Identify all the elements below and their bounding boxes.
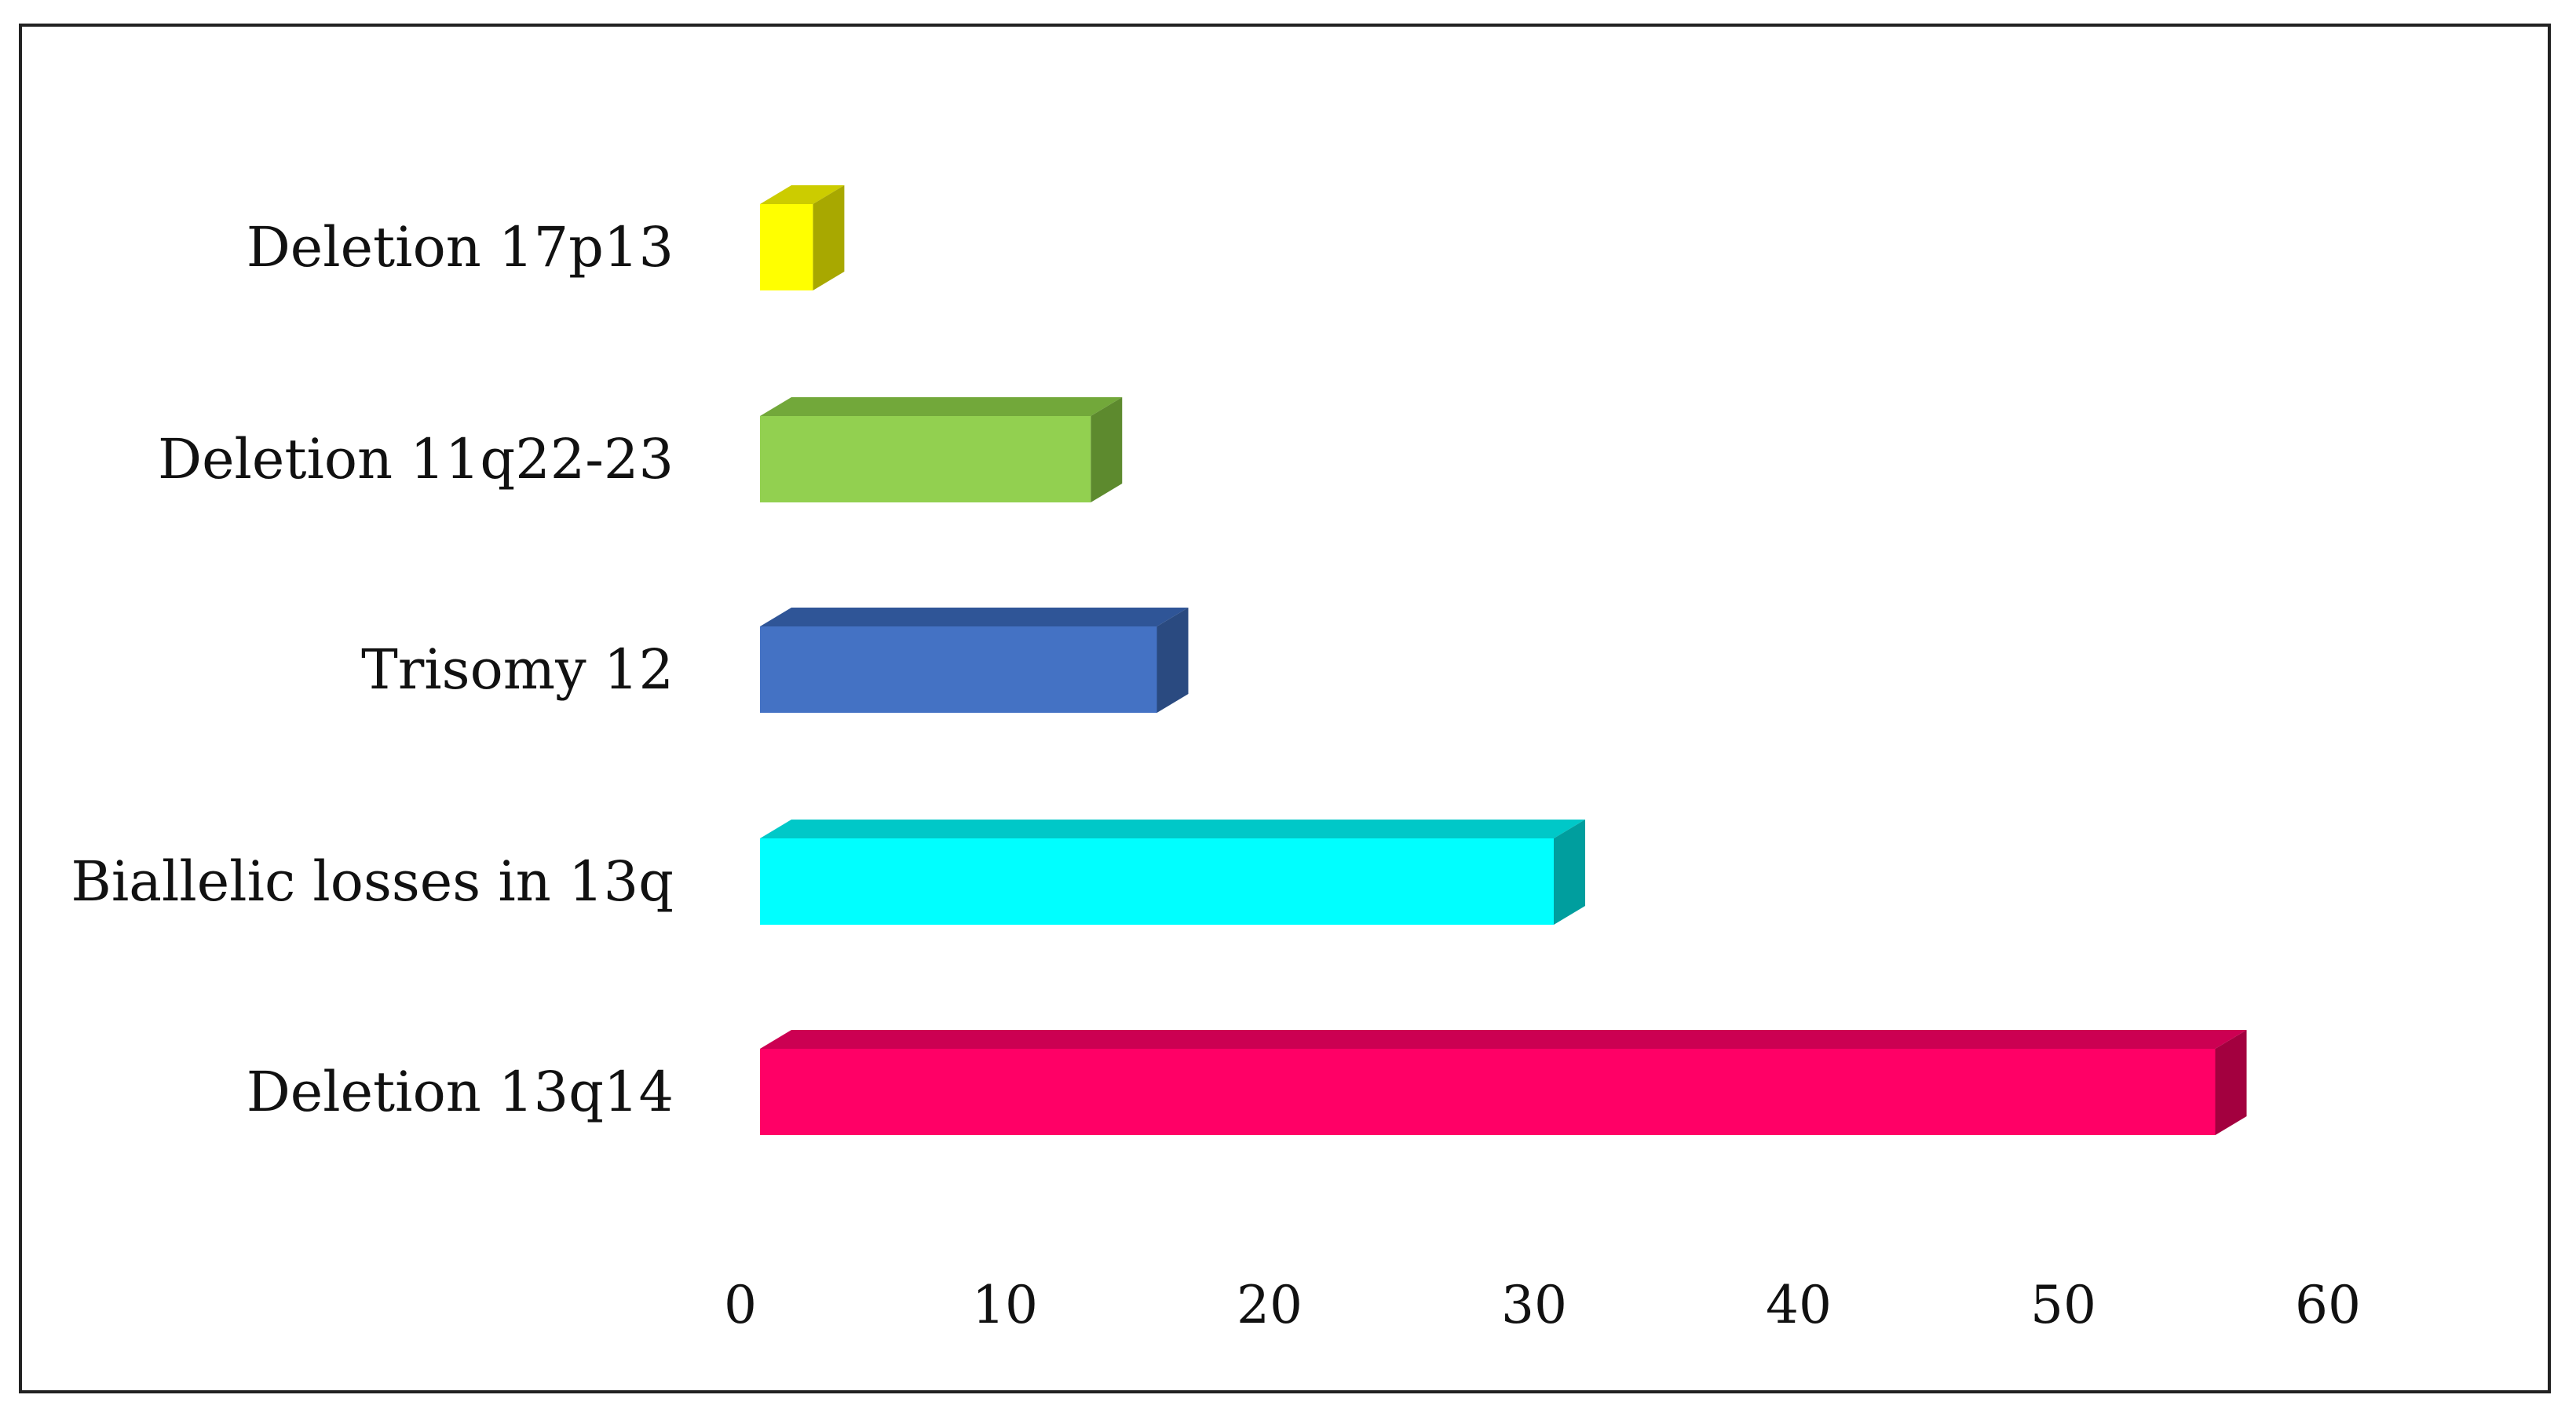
category-label: Trisomy 12: [361, 637, 674, 702]
bar-side-face: [1156, 608, 1189, 713]
bar-front-face: [760, 838, 1554, 925]
category-label: Deletion 11q22-23: [158, 427, 674, 491]
x-tick-label: 10: [972, 1275, 1038, 1335]
x-tick-label: 60: [2295, 1275, 2361, 1335]
bar: [760, 185, 845, 290]
bar: [760, 1030, 2247, 1135]
bar-front-face: [760, 204, 813, 290]
bar-front-face: [760, 626, 1157, 713]
bar-side-face: [2215, 1030, 2247, 1135]
bar-front-face: [760, 1049, 2216, 1135]
x-tick-label: 40: [1766, 1275, 1832, 1335]
bar-front-face: [760, 416, 1091, 502]
bar-top-face: [760, 1030, 2247, 1049]
bar-top-face: [760, 608, 1189, 626]
chart-frame: [19, 24, 2551, 1393]
bar-side-face: [813, 185, 845, 290]
category-label: Biallelic losses in 13q: [71, 849, 674, 914]
x-tick-label: 50: [2030, 1275, 2096, 1335]
bar: [760, 820, 1585, 925]
tick-labels: 0 10 20 30 40 50 60: [724, 1275, 2361, 1335]
bars-layer: [760, 185, 2247, 1135]
bar-side-face: [1554, 820, 1585, 925]
category-label: Deletion 13q14: [247, 1060, 674, 1124]
category-label: Deletion 17p13: [247, 215, 674, 279]
bar-top-face: [760, 820, 1585, 838]
x-tick-label: 0: [724, 1275, 757, 1335]
x-tick-label: 30: [1501, 1275, 1567, 1335]
bar-top-face: [760, 185, 845, 204]
bar-top-face: [760, 397, 1123, 416]
bar-side-face: [1091, 397, 1123, 502]
bar: [760, 608, 1189, 713]
x-tick-label: 20: [1237, 1275, 1303, 1335]
bar: [760, 397, 1123, 502]
category-labels: Deletion 13q14 Biallelic losses in 13q Tri…: [71, 215, 674, 1124]
